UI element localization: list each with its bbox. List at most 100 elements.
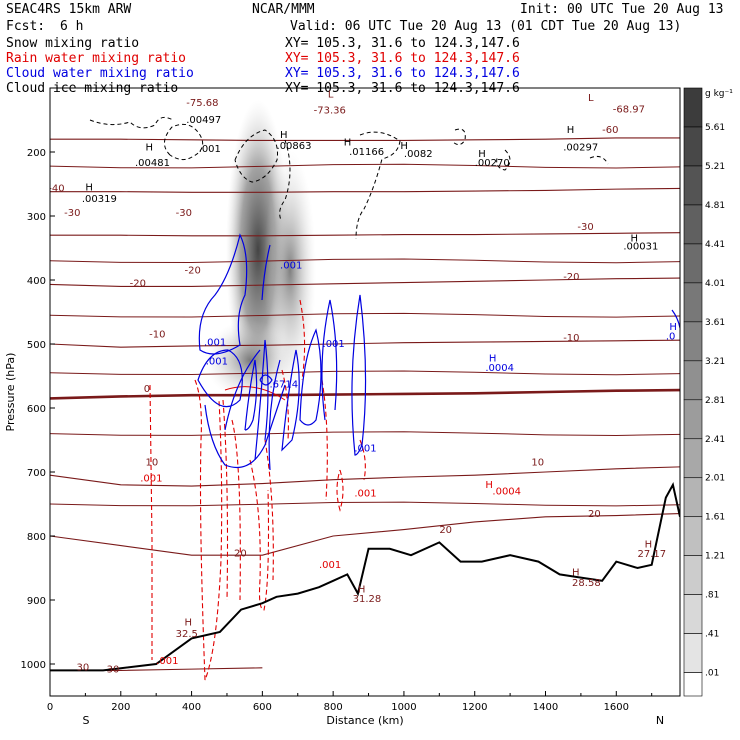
plot-frame bbox=[49, 87, 681, 697]
x-tick-label: 1600 bbox=[604, 702, 629, 713]
cloud-ice-contour bbox=[496, 149, 511, 171]
isotherm-minor--15 bbox=[50, 312, 680, 318]
contour-label: .001 bbox=[140, 474, 162, 485]
rain-contour-solid bbox=[224, 386, 286, 401]
isotherm-0 bbox=[50, 388, 680, 400]
isotherm-20 bbox=[50, 513, 680, 556]
x-tick-label: 800 bbox=[324, 702, 343, 713]
cloud-water-contour bbox=[351, 294, 367, 456]
rain-contour bbox=[231, 419, 241, 601]
contour-label: .0004 bbox=[485, 363, 514, 374]
contour-label: .001 bbox=[323, 339, 345, 350]
extremum-marker: H bbox=[567, 125, 575, 136]
cloud-water-contour bbox=[321, 299, 338, 421]
rain-contour bbox=[194, 379, 223, 681]
extremum-marker: H bbox=[478, 149, 486, 160]
y-tick-label: 400 bbox=[27, 276, 46, 287]
extremum-marker: L bbox=[588, 93, 594, 104]
extremum-marker: L bbox=[328, 90, 334, 101]
y-tick-label: 500 bbox=[27, 340, 46, 351]
rain-contour bbox=[149, 384, 153, 660]
contour-label: 30 bbox=[77, 662, 90, 673]
colorbar-swatch bbox=[683, 204, 703, 245]
isotherm-minor-5 bbox=[50, 431, 680, 436]
extremum-marker: H bbox=[572, 568, 580, 579]
field-xy-cloud-water: XY= 105.3, 31.6 to 124.3,147.6 bbox=[285, 66, 520, 81]
colorbar-label: 1.21 bbox=[705, 552, 725, 562]
colorbar-swatch bbox=[683, 516, 703, 556]
isotherm--20 bbox=[50, 277, 680, 287]
cloud-water-contour bbox=[259, 374, 273, 386]
colorbar-label: 5.21 bbox=[705, 162, 725, 172]
fcst-label: Fcst: bbox=[6, 19, 46, 34]
colorbar: g kg⁻¹ 5.61 5.21 4.81 4.41 4.01 3.61 3.21 2.81 2.… bbox=[683, 87, 733, 697]
cloud-water-contour bbox=[204, 384, 286, 469]
cloud-ice-contour bbox=[452, 128, 466, 146]
contour-label: -30 bbox=[577, 222, 593, 233]
x-tick-label: 1400 bbox=[533, 702, 558, 713]
model-title: SEAC4RS 15km ARW bbox=[6, 2, 132, 17]
colorbar-swatch bbox=[683, 477, 703, 518]
y-tick-label: 900 bbox=[27, 596, 46, 607]
extremum-marker: H bbox=[645, 540, 653, 551]
colorbar-label: 3.61 bbox=[705, 318, 725, 328]
colorbar-swatch bbox=[683, 633, 703, 673]
fcst-value: 6 h bbox=[60, 19, 84, 34]
cloud-ice-contour bbox=[234, 129, 278, 183]
cloud-ice-contour bbox=[355, 131, 401, 240]
contour-label: .01166 bbox=[349, 147, 384, 158]
y-tick-label: 1000 bbox=[21, 660, 46, 671]
x-axis-title: Distance (km) bbox=[326, 714, 403, 727]
contour-label: .001 bbox=[319, 560, 341, 571]
cloud-water-contour bbox=[268, 359, 281, 471]
rain-contour bbox=[249, 459, 270, 611]
extremum-marker: H bbox=[669, 322, 677, 333]
colorbar-label: 4.41 bbox=[705, 240, 725, 250]
contour-label: -10 bbox=[563, 333, 579, 344]
contour-label: .001 bbox=[206, 356, 228, 367]
isotherm-10 bbox=[50, 466, 680, 487]
cloud-water-contour bbox=[198, 233, 248, 355]
x-tick-label: 600 bbox=[253, 702, 272, 713]
valid-time: Valid: 06 UTC Tue 20 Aug 13 (01 CDT Tue … bbox=[290, 19, 682, 34]
contour-label: .001 bbox=[204, 337, 226, 348]
y-tick-label: 700 bbox=[27, 468, 46, 479]
colorbar-label: 3.21 bbox=[705, 357, 725, 367]
contour-label: .001 bbox=[354, 444, 376, 455]
isotherm--30 bbox=[50, 232, 680, 237]
contour-label: .00497 bbox=[186, 115, 221, 126]
terrain-line bbox=[50, 482, 680, 672]
colorbar-label: 1.61 bbox=[705, 513, 725, 523]
extremum-marker: H bbox=[630, 234, 638, 245]
contour-label: .00319 bbox=[82, 194, 117, 205]
field-xy-rain: XY= 105.3, 31.6 to 124.3,147.6 bbox=[285, 51, 520, 66]
isotherm--60 bbox=[50, 137, 680, 142]
colorbar-swatch bbox=[683, 594, 703, 634]
field-xy-snow: XY= 105.3, 31.6 to 124.3,147.6 bbox=[285, 36, 520, 51]
colorbar-swatch bbox=[683, 282, 703, 323]
contour-label: .001 bbox=[199, 144, 221, 155]
colorbar-swatch bbox=[683, 321, 703, 362]
cloud-water-contour bbox=[254, 339, 269, 461]
isotherm--40 bbox=[50, 187, 680, 193]
extremum-marker: H bbox=[184, 618, 192, 629]
contour-label: -30 bbox=[64, 208, 80, 219]
cloud-ice-contour bbox=[279, 139, 291, 221]
extremum-marker: H bbox=[358, 584, 366, 595]
contour-label: 31.28 bbox=[353, 594, 382, 605]
x-tick-label: 0 bbox=[47, 702, 53, 713]
contour-label: 30 bbox=[107, 664, 120, 675]
contour-label: -73.36 bbox=[314, 106, 346, 117]
colorbar-swatch bbox=[683, 126, 703, 167]
colorbar-label: 4.81 bbox=[705, 201, 725, 211]
cloud-water-contour bbox=[244, 359, 258, 431]
isotherm-minor--25 bbox=[50, 258, 680, 264]
contour-label: .00031 bbox=[623, 241, 658, 252]
contour-label: -20 bbox=[563, 272, 579, 283]
colorbar-swatch bbox=[683, 165, 703, 206]
contour-label: -20 bbox=[184, 266, 200, 277]
isotherm-minor--5 bbox=[50, 370, 680, 376]
y-tick-label: 800 bbox=[27, 532, 46, 543]
contour-label: 28.58 bbox=[572, 578, 601, 589]
rain-contour bbox=[264, 439, 274, 581]
